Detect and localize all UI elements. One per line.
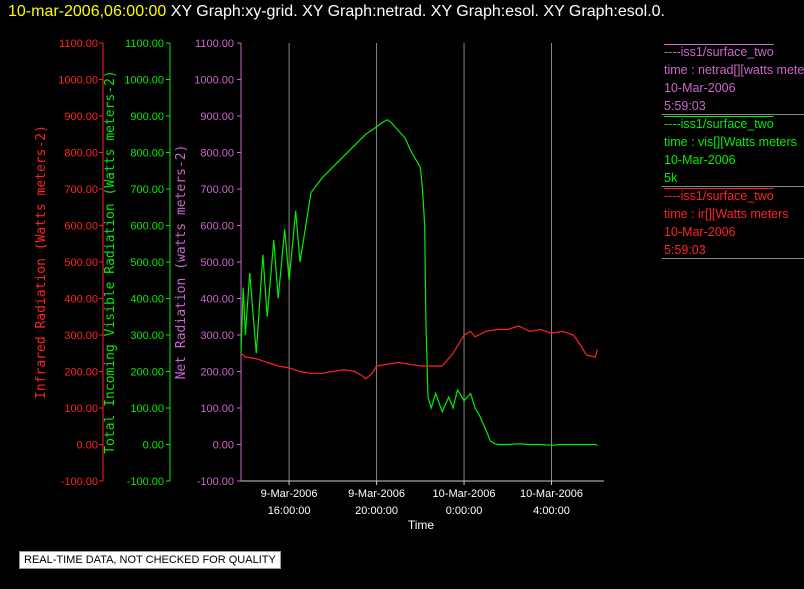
y-tick-label: 100.00: [130, 403, 164, 415]
y-tick-label: 200.00: [130, 367, 164, 379]
series-line-vis: [240, 118, 598, 447]
y-tick-label: 1000.00: [194, 75, 234, 87]
y-tick-label: 500.00: [64, 257, 98, 269]
y-tick-label: 300.00: [130, 330, 164, 342]
y-tick-label: -100.00: [197, 476, 234, 488]
legend-line: ----iss1/surface_two: [664, 45, 774, 59]
y-tick-label: 200.00: [64, 367, 98, 379]
y-tick-label: 900.00: [130, 111, 164, 123]
x-tick-label: 9-Mar-2006: [261, 488, 318, 500]
legend-line: 5:59:03: [664, 243, 706, 257]
y-tick-label: 1000.00: [124, 75, 164, 87]
y-tick-label: 1000.00: [58, 75, 98, 87]
legend-separator: [662, 258, 804, 259]
legend-line: ----iss1/surface_two: [664, 189, 774, 203]
y-tick-label: 0.00: [143, 440, 164, 452]
y-tick-label: 300.00: [64, 330, 98, 342]
x-tick-label: 4:00:00: [533, 505, 570, 517]
y-tick-label: 200.00: [200, 367, 234, 379]
y-axis-title: Infrared Radiation (Watts meters-2): [34, 125, 49, 399]
y-tick-label: 600.00: [200, 221, 234, 233]
legend-line: 5k: [664, 171, 678, 185]
y-tick-label: 1100.00: [125, 38, 164, 50]
y-tick-label: 0.00: [213, 440, 234, 452]
y-tick-label: 900.00: [64, 111, 98, 123]
y-tick-label: 500.00: [130, 257, 164, 269]
y-tick-label: 400.00: [130, 294, 164, 306]
y-tick-label: 1100.00: [195, 38, 234, 50]
x-tick-label: 10-Mar-2006: [520, 488, 583, 500]
y-tick-label: 1100.00: [59, 38, 98, 50]
x-axis-title: Time: [408, 518, 435, 532]
y-tick-label: 700.00: [130, 184, 164, 196]
legend-line: time : ir[][Watts meters: [664, 207, 789, 221]
x-tick-label: 20:00:00: [355, 505, 398, 517]
y-tick-label: 400.00: [64, 294, 98, 306]
legend-line: time : vis[][Watts meters: [664, 135, 797, 149]
legend-line: 10-Mar-2006: [664, 225, 736, 239]
x-tick-label: 16:00:00: [268, 505, 311, 517]
y-tick-label: 500.00: [200, 257, 234, 269]
legend-line: 5:59:03: [664, 99, 706, 113]
quality-disclaimer: REAL-TIME DATA, NOT CHECKED FOR QUALITY: [19, 551, 281, 569]
y-tick-label: 900.00: [200, 111, 234, 123]
legend-line: 10-Mar-2006: [664, 153, 736, 167]
y-axis-title: Total Incoming Visible Radiation (Watts …: [103, 70, 118, 454]
y-tick-label: 100.00: [200, 403, 234, 415]
graph-list-label: XY Graph:xy-grid. XY Graph:netrad. XY Gr…: [170, 3, 665, 20]
x-tick-label: 9-Mar-2006: [348, 488, 405, 500]
y-tick-label: 600.00: [64, 221, 98, 233]
legend-separator: [662, 186, 804, 187]
y-tick-label: -100.00: [127, 476, 164, 488]
y-tick-label: 800.00: [64, 148, 98, 160]
timestamp-label: 10-mar-2006,06:00:00: [8, 3, 167, 20]
legend-line: time : netrad[][watts meters: [664, 63, 804, 77]
series-line-ir: [240, 325, 598, 380]
legend-line: ----iss1/surface_two: [664, 117, 774, 131]
y-tick-label: 800.00: [200, 148, 234, 160]
y-tick-label: 700.00: [200, 184, 234, 196]
y-tick-label: 0.00: [77, 440, 98, 452]
y-axis-title: Net Radiation (watts meters-2): [174, 145, 189, 380]
x-tick-label: 0:00:00: [446, 505, 483, 517]
y-tick-label: 700.00: [64, 184, 98, 196]
y-tick-label: 600.00: [130, 221, 164, 233]
y-tick-label: -100.00: [61, 476, 98, 488]
title-bar: 10-mar-2006,06:00:00 XY Graph:xy-grid. X…: [8, 3, 665, 21]
legend-separator: [662, 114, 804, 115]
y-tick-label: 800.00: [130, 148, 164, 160]
y-tick-label: 100.00: [64, 403, 98, 415]
y-tick-label: 400.00: [200, 294, 234, 306]
x-tick-label: 10-Mar-2006: [433, 488, 496, 500]
legend-line: 10-Mar-2006: [664, 81, 736, 95]
y-tick-label: 300.00: [200, 330, 234, 342]
